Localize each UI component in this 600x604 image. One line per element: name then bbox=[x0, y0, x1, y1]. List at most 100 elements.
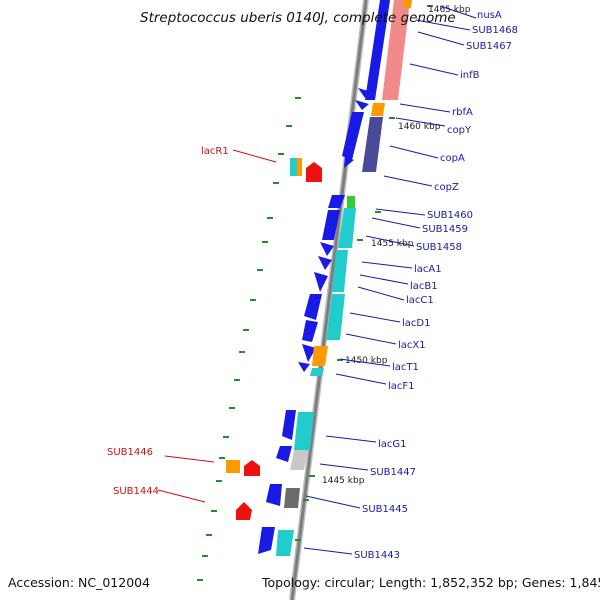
scale-label: 1465 kbp bbox=[428, 5, 471, 15]
gene-label-lacC1[interactable]: lacC1 bbox=[406, 295, 434, 306]
gene-arrow bbox=[266, 484, 282, 506]
gene-cds-rbfA bbox=[371, 103, 385, 116]
gene-arrow-lacR1 bbox=[306, 162, 322, 182]
leader-line bbox=[157, 489, 206, 503]
gene-arrow bbox=[322, 210, 340, 240]
leader-line bbox=[319, 463, 369, 471]
leader-line bbox=[395, 117, 446, 127]
gene-arrow bbox=[320, 242, 334, 256]
leader-line bbox=[303, 547, 353, 555]
leader-line bbox=[389, 145, 439, 159]
gene-label-lacB1[interactable]: lacB1 bbox=[410, 281, 438, 292]
gene-label-lacA1[interactable]: lacA1 bbox=[414, 264, 442, 275]
gene-block-SUB1446 bbox=[226, 460, 260, 476]
accession-text: Accession: NC_012004 bbox=[8, 575, 151, 590]
gene-arrow bbox=[302, 344, 316, 362]
gene-label-copA[interactable]: copA bbox=[440, 153, 465, 164]
gene-label-SUB1459[interactable]: SUB1459 bbox=[422, 224, 468, 235]
gene-arrow bbox=[318, 256, 332, 270]
gene-label-SUB1445[interactable]: SUB1445 bbox=[362, 504, 408, 515]
gene-cds-SUB1445 bbox=[284, 488, 300, 508]
scale-label: 1450 kbp bbox=[345, 356, 388, 366]
gene-arrow bbox=[298, 362, 310, 372]
gene-arrow bbox=[355, 100, 369, 110]
genome-backbone-core bbox=[290, 0, 368, 601]
gene-label-copZ[interactable]: copZ bbox=[434, 182, 459, 193]
gene-label-SUB1460[interactable]: SUB1460 bbox=[427, 210, 473, 221]
gene-arrow-copA bbox=[342, 112, 364, 160]
leader-line bbox=[357, 286, 405, 301]
gene-label-SUB1446[interactable]: SUB1446 bbox=[107, 447, 153, 458]
gene-cds-lacT1 bbox=[312, 346, 328, 366]
scale-ticks bbox=[295, 5, 433, 541]
gene-label-lacX1[interactable]: lacX1 bbox=[398, 340, 426, 351]
gene-cds bbox=[310, 368, 324, 376]
gene-cds bbox=[326, 294, 345, 340]
gene-label-lacD1[interactable]: lacD1 bbox=[402, 318, 430, 329]
gene-block-top bbox=[342, 0, 412, 172]
leader-line bbox=[409, 63, 459, 76]
gene-cds-copA bbox=[362, 117, 383, 172]
gene-label-lacT1[interactable]: lacT1 bbox=[392, 362, 419, 373]
leader-line bbox=[375, 208, 426, 216]
scale-label: 1445 kbp bbox=[322, 476, 365, 486]
gene-arrow bbox=[344, 156, 354, 168]
scale-label: 1455 kbp bbox=[371, 239, 414, 249]
leader-line bbox=[371, 217, 421, 229]
gene-arrow bbox=[302, 320, 318, 342]
gene-label-nusA[interactable]: nusA bbox=[477, 10, 502, 21]
leader-line bbox=[365, 235, 415, 247]
gene-cds bbox=[290, 158, 298, 176]
gene-label-lacG1[interactable]: lacG1 bbox=[378, 439, 407, 450]
gene-arrow bbox=[282, 410, 296, 440]
gene-label-infB[interactable]: infB bbox=[460, 70, 480, 81]
gene-labels-left: lacR1 SUB1446 SUB1444 bbox=[107, 146, 277, 503]
gene-cds bbox=[338, 208, 356, 248]
topology-text: Topology: circular; Length: 1,852,352 bp… bbox=[262, 575, 600, 590]
gene-label-lacR1[interactable]: lacR1 bbox=[201, 146, 229, 157]
gene-label-SUB1467[interactable]: SUB1467 bbox=[466, 41, 512, 52]
leader-line bbox=[383, 175, 433, 187]
gene-block-SUB1445 bbox=[266, 484, 300, 508]
gene-cds bbox=[347, 196, 355, 210]
gene-label-SUB1468[interactable]: SUB1468 bbox=[472, 25, 518, 36]
leader-line bbox=[325, 435, 377, 443]
gene-cds-infB bbox=[382, 0, 410, 100]
genome-title: Streptococcus uberis 0140J, complete gen… bbox=[140, 10, 456, 26]
gene-label-SUB1444[interactable]: SUB1444 bbox=[113, 486, 159, 497]
leader-line bbox=[359, 274, 409, 285]
gene-arrow-SUB1444 bbox=[236, 502, 252, 520]
gene-label-SUB1447[interactable]: SUB1447 bbox=[370, 467, 416, 478]
gene-arrow-SUB1446 bbox=[244, 460, 260, 476]
gene-block-SUB1443 bbox=[258, 527, 294, 556]
gene-label-rbfA[interactable]: rbfA bbox=[452, 107, 473, 118]
leader-line bbox=[339, 358, 391, 367]
gene-arrow bbox=[358, 88, 372, 98]
outer-tick-trail bbox=[197, 97, 301, 581]
leader-line bbox=[439, 5, 477, 19]
leader-line bbox=[164, 455, 215, 463]
leader-line bbox=[232, 149, 277, 163]
gene-cds-lacG1 bbox=[294, 412, 314, 450]
gene-cds bbox=[226, 460, 240, 473]
gene-arrow bbox=[328, 195, 345, 208]
gene-cds-SUB1447 bbox=[290, 450, 308, 470]
gene-block-SUB1444 bbox=[236, 502, 252, 520]
gene-label-lacF1[interactable]: lacF1 bbox=[388, 381, 415, 392]
leader-line bbox=[345, 333, 397, 345]
leader-line bbox=[335, 373, 387, 385]
gene-block-lacG1 bbox=[276, 410, 314, 470]
leader-line bbox=[399, 103, 451, 113]
scale-labels: 1465 kbp 1460 kbp 1455 kbp 1450 kbp 1445 kbp bbox=[322, 5, 471, 486]
gene-label-SUB1443[interactable]: SUB1443 bbox=[354, 550, 400, 561]
gene-cds-nusA bbox=[403, 0, 412, 8]
gene-cds bbox=[332, 250, 348, 292]
gene-label-copY[interactable]: copY bbox=[447, 125, 472, 136]
gene-label-SUB1458[interactable]: SUB1458 bbox=[416, 242, 462, 253]
gene-arrow bbox=[276, 446, 292, 462]
gene-block-lac bbox=[298, 195, 356, 376]
gene-arrow bbox=[304, 294, 322, 320]
gene-labels-right: nusA SUB1468 SUB1467 infB rbfA copY copA copZ SU… bbox=[303, 5, 518, 561]
leader-line bbox=[417, 31, 465, 46]
